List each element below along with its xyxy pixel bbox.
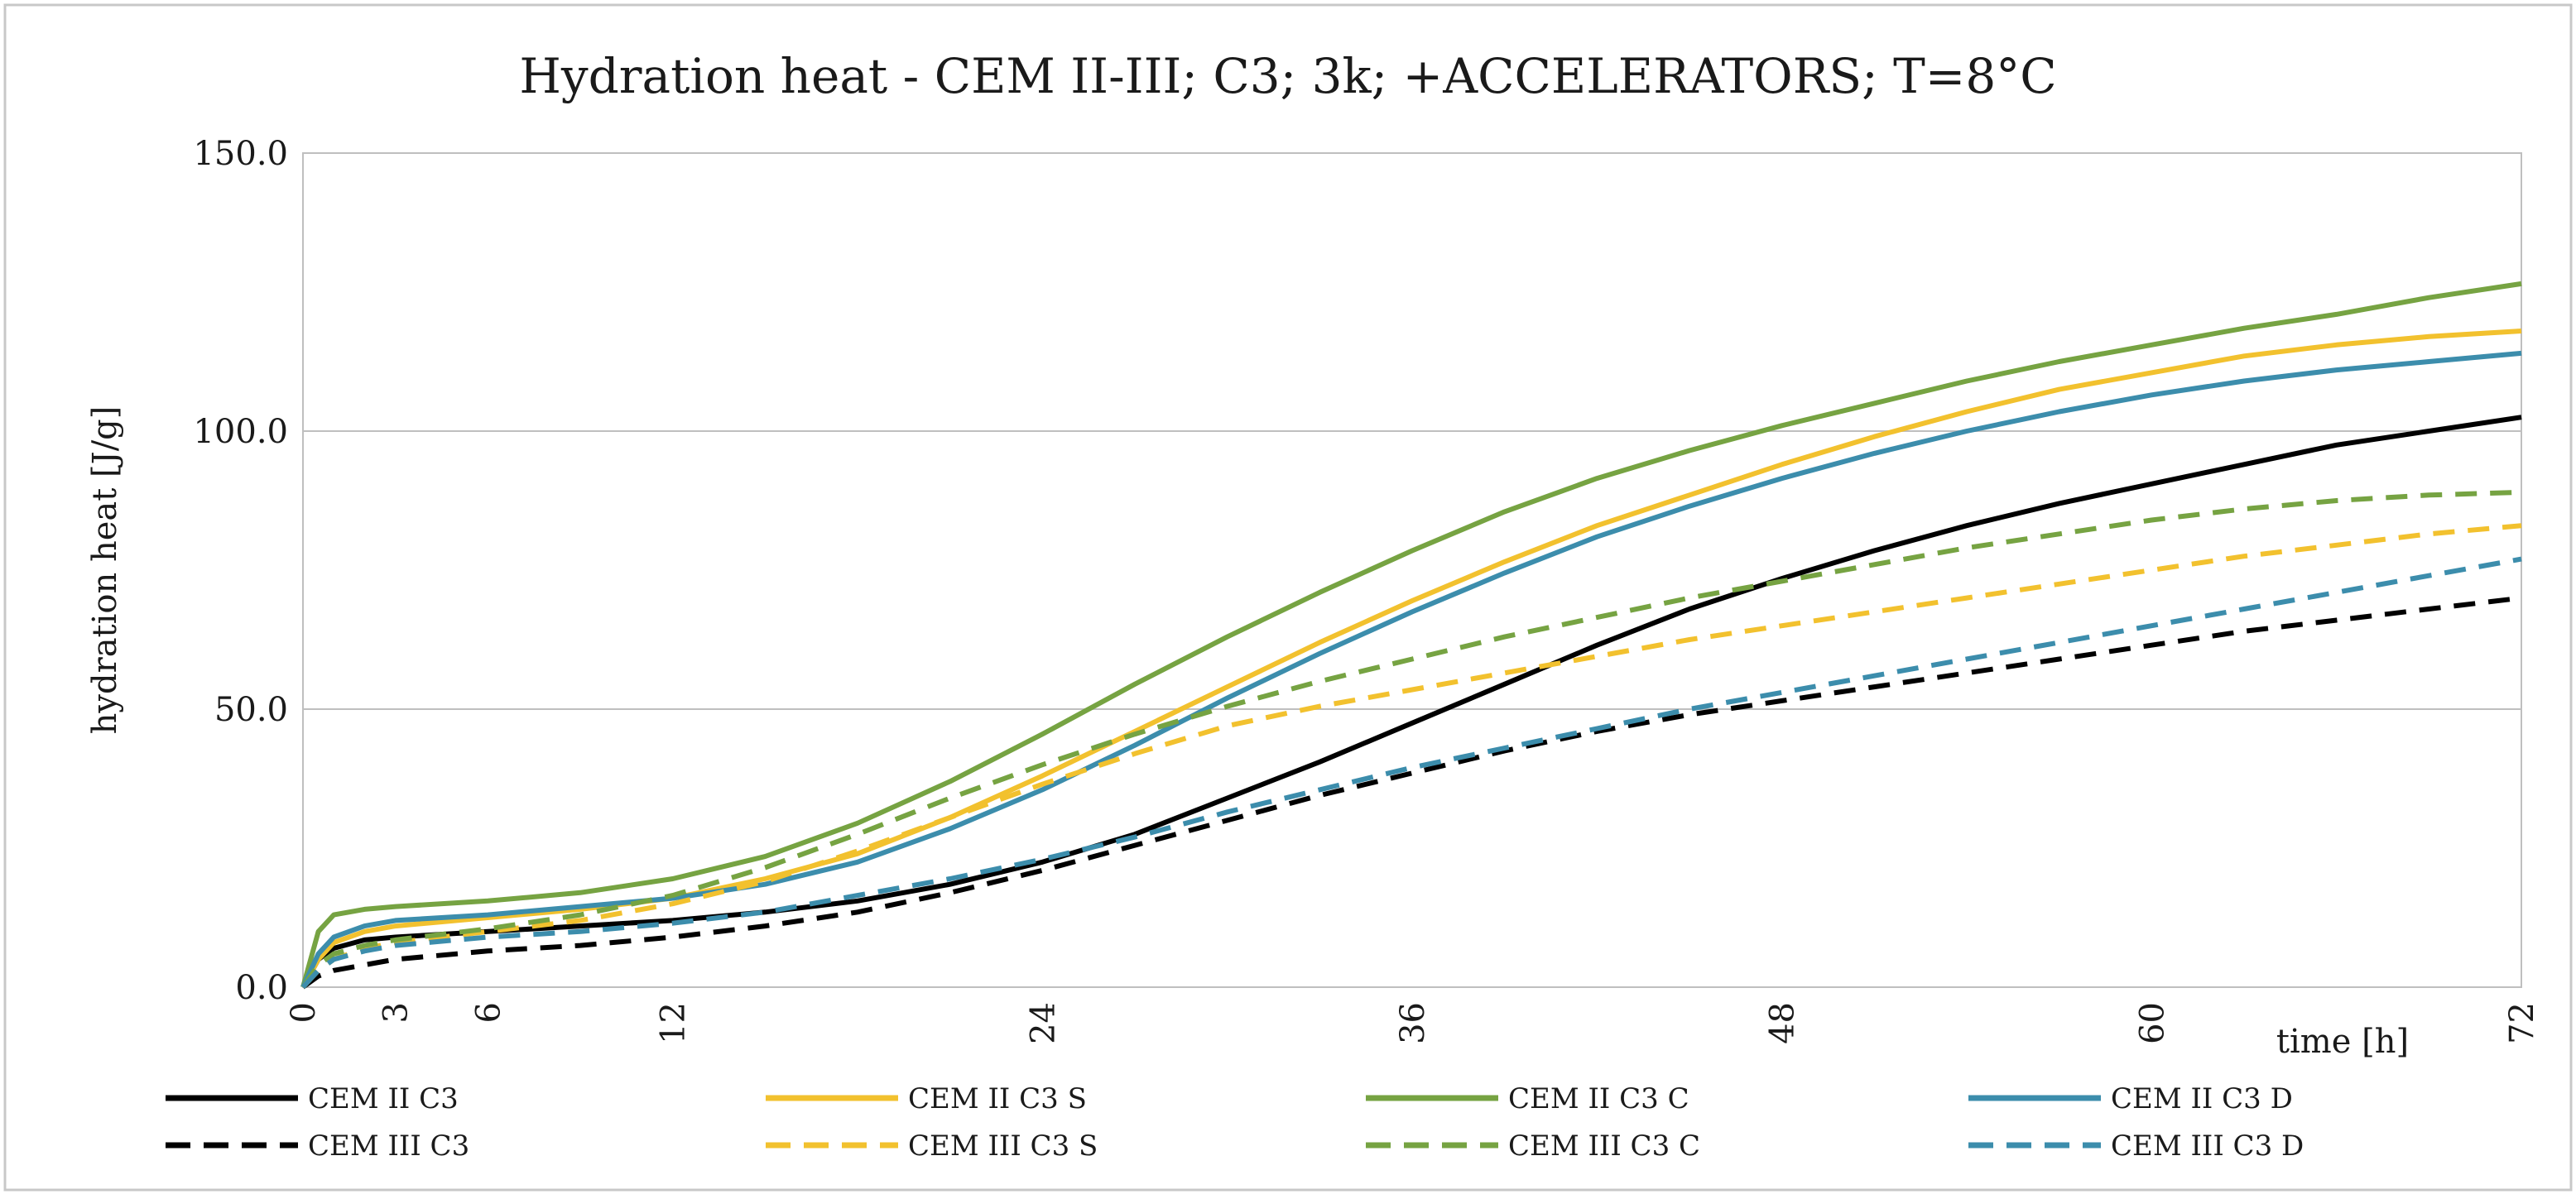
- grid-layer: [303, 430, 2521, 710]
- legend-item: CEM III C3 C: [1366, 1129, 1700, 1163]
- x-axis-label: time [h]: [2276, 1023, 2409, 1061]
- series-line: [300, 556, 2522, 990]
- legend-item: CEM III C3: [166, 1129, 469, 1163]
- series-line: [300, 281, 2522, 988]
- x-tick-label: 6: [469, 1002, 507, 1023]
- x-tick-label: 72: [2503, 1002, 2541, 1044]
- y-tick-label: 150.0: [193, 135, 288, 173]
- legend-item: CEM II C3: [166, 1082, 459, 1115]
- x-tick-label: 48: [1764, 1002, 1802, 1044]
- series-line: [300, 489, 2522, 989]
- legend-item: CEM II C3 C: [1366, 1082, 1689, 1115]
- chart-frame: [3, 3, 2573, 1192]
- legend-label: CEM II C3 C: [1508, 1082, 1689, 1115]
- legend-label: CEM II C3 D: [2111, 1082, 2293, 1115]
- chart-title: Hydration heat - CEM II-III; C3; 3k; +AC…: [519, 48, 2056, 104]
- plot-area: [302, 152, 2522, 988]
- legend-label: CEM II C3 S: [908, 1082, 1087, 1115]
- legend-label: CEM III C3 C: [1508, 1129, 1700, 1163]
- series-line: [300, 329, 2522, 989]
- x-tick-label: 3: [377, 1002, 416, 1023]
- legend-item: CEM II C3 S: [766, 1082, 1087, 1115]
- legend-label: CEM III C3: [308, 1129, 469, 1163]
- y-tick-label: 0.0: [235, 969, 288, 1007]
- series-layer: [300, 281, 2522, 990]
- series-line: [300, 350, 2522, 989]
- series-line: [300, 523, 2522, 990]
- y-axis-label: hydration heat [J/g]: [86, 406, 124, 735]
- legend-item: CEM II C3 D: [1968, 1082, 2293, 1115]
- x-tick-label: 0: [285, 1002, 323, 1023]
- x-tick-label: 60: [2133, 1002, 2171, 1044]
- y-tick-label: 50.0: [214, 691, 288, 729]
- legend-item: CEM III C3 S: [766, 1129, 1098, 1163]
- series-line: [301, 595, 2522, 990]
- x-tick-label: 12: [655, 1002, 693, 1044]
- y-tick-label: 100.0: [193, 413, 288, 451]
- legend-label: CEM II C3: [308, 1082, 459, 1115]
- legend-item: CEM III C3 D: [1968, 1129, 2304, 1163]
- legend: CEM II C3 CEM II C3 S CEM II C3 C CEM II C3…: [166, 1082, 2304, 1163]
- x-tick-label: 24: [1024, 1002, 1062, 1044]
- legend-label: CEM III C3 D: [2111, 1129, 2304, 1163]
- legend-label: CEM III C3 S: [908, 1129, 1098, 1163]
- x-tick-label: 36: [1394, 1002, 1432, 1044]
